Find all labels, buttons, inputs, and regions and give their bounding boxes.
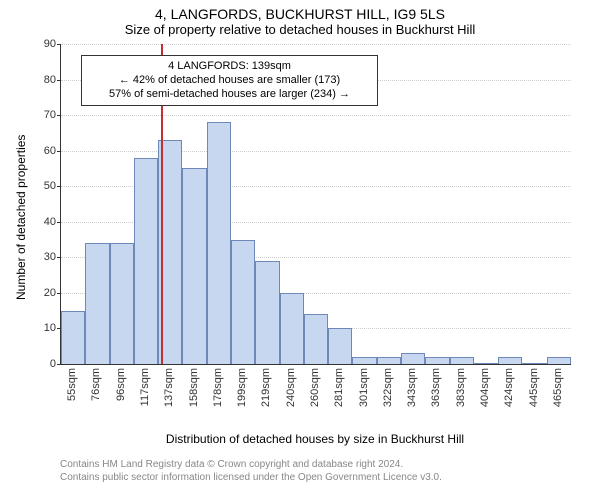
histogram-bar — [522, 363, 546, 364]
x-tick-label: 158sqm — [188, 368, 200, 407]
histogram-bar — [498, 357, 522, 364]
footer-line2: Contains public sector information licen… — [60, 471, 442, 484]
x-tick-label: 343sqm — [406, 368, 418, 407]
histogram-bar — [474, 363, 498, 364]
annotation-line: ← 42% of detached houses are smaller (17… — [87, 73, 372, 87]
x-tick-label: 117sqm — [139, 368, 151, 406]
x-axis-title: Distribution of detached houses by size … — [60, 432, 570, 446]
x-tick-label: 55sqm — [66, 368, 78, 401]
histogram-bar — [110, 243, 134, 364]
histogram-bar — [255, 261, 279, 364]
y-tick-label: 40 — [2, 216, 56, 228]
y-axis-labels: 0102030405060708090 — [0, 44, 60, 364]
x-tick-label: 301sqm — [358, 368, 370, 407]
histogram-bar — [377, 357, 401, 364]
annotation-line: 4 LANGFORDS: 139sqm — [87, 59, 372, 73]
grid-line — [61, 115, 571, 116]
x-tick-label: 219sqm — [260, 368, 272, 407]
chart-title-line1: 4, LANGFORDS, BUCKHURST HILL, IG9 5LS — [0, 6, 600, 23]
y-tick-label: 0 — [2, 358, 56, 370]
annotation-line: 57% of semi-detached houses are larger (… — [87, 87, 372, 101]
x-tick-label: 96sqm — [115, 368, 127, 401]
histogram-bar — [61, 311, 85, 364]
x-tick-label: 240sqm — [285, 368, 297, 407]
y-tick-label: 80 — [2, 74, 56, 86]
x-tick-label: 322sqm — [382, 368, 394, 407]
y-tick-label: 20 — [2, 287, 56, 299]
x-tick-label: 76sqm — [90, 368, 102, 401]
x-tick-label: 281sqm — [333, 368, 345, 407]
histogram-bar — [231, 240, 255, 364]
grid-line — [61, 44, 571, 45]
footer-line1: Contains HM Land Registry data © Crown c… — [60, 458, 442, 471]
histogram-bar — [207, 122, 231, 364]
x-tick-label: 260sqm — [309, 368, 321, 407]
y-tick-label: 10 — [2, 322, 56, 334]
histogram-bar — [450, 357, 474, 364]
x-tick-label: 178sqm — [212, 368, 224, 407]
histogram-bar — [401, 353, 425, 364]
chart-annotation-box: 4 LANGFORDS: 139sqm← 42% of detached hou… — [81, 55, 378, 106]
x-tick-label: 465sqm — [552, 368, 564, 407]
histogram-bar — [85, 243, 109, 364]
histogram-bar — [134, 158, 158, 364]
footer-attribution: Contains HM Land Registry data © Crown c… — [60, 458, 442, 484]
histogram-bar — [182, 168, 206, 364]
x-tick-label: 199sqm — [236, 368, 248, 407]
x-tick-label: 445sqm — [528, 368, 540, 407]
x-tick-label: 424sqm — [503, 368, 515, 407]
histogram-bar — [547, 357, 571, 364]
histogram-bar — [304, 314, 328, 364]
histogram-bar — [280, 293, 304, 364]
histogram-bar — [328, 328, 352, 364]
x-tick-label: 404sqm — [479, 368, 491, 407]
y-tick-label: 50 — [2, 180, 56, 192]
grid-line — [61, 151, 571, 152]
x-tick-label: 383sqm — [455, 368, 467, 407]
y-tick-label: 30 — [2, 251, 56, 263]
histogram-bar — [425, 357, 449, 364]
x-axis-labels: 55sqm 76sqm 96sqm 117sqm 137sqm 158sqm 178sqm 1… — [60, 368, 570, 428]
x-tick-label: 363sqm — [430, 368, 442, 407]
y-tick-label: 70 — [2, 109, 56, 121]
y-tick-label: 60 — [2, 145, 56, 157]
histogram-bar — [352, 357, 376, 364]
chart-title-line2: Size of property relative to detached ho… — [0, 22, 600, 38]
y-tick-label: 90 — [2, 38, 56, 50]
x-tick-label: 137sqm — [163, 368, 175, 407]
chart-plot-area: 4 LANGFORDS: 139sqm← 42% of detached hou… — [60, 44, 571, 365]
